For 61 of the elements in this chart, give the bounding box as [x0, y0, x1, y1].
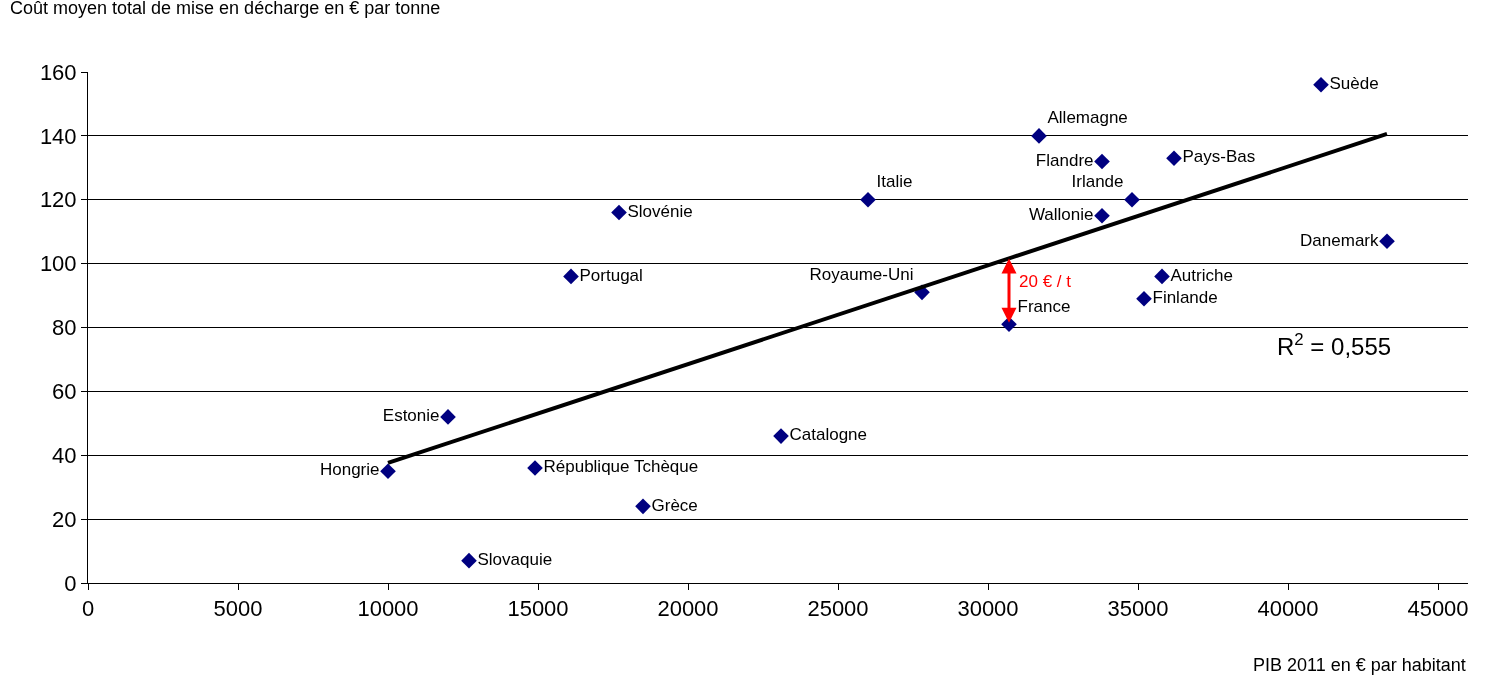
series-label: Hongrie	[319, 460, 380, 480]
x-tick-label: 35000	[1107, 596, 1169, 622]
y-tick-label: 160	[39, 59, 77, 85]
point	[1136, 290, 1152, 307]
series-label: Slovénie	[627, 201, 693, 221]
point	[440, 409, 456, 425]
x-tick-label: 40000	[1257, 596, 1319, 622]
point	[461, 552, 477, 569]
point	[1094, 153, 1110, 170]
series-label: Allemagne	[1047, 108, 1128, 128]
series-label: Wallonie	[1028, 204, 1094, 224]
y-tick-label: 100	[39, 251, 77, 277]
point	[1313, 76, 1329, 93]
y-tick-label: 120	[39, 187, 77, 213]
point	[860, 191, 876, 208]
point	[563, 268, 579, 285]
y-tick-label: 80	[52, 315, 77, 341]
point	[1124, 191, 1140, 208]
annotation: 20 € / t	[1019, 272, 1072, 291]
series-label: Italie	[876, 172, 913, 191]
point	[380, 463, 396, 480]
x-tick-label: 25000	[807, 596, 869, 622]
x-tick-label: 0	[81, 596, 95, 622]
x-axis-title: PIB 2011 en € par habitant	[1253, 655, 1466, 675]
series-label: Irlande	[1071, 172, 1124, 191]
series-label: France	[1017, 296, 1071, 316]
series-label: Catalogne	[789, 425, 868, 445]
series-label: Slovaquie	[477, 549, 553, 569]
point	[1166, 150, 1182, 167]
y-tick-label: 60	[52, 379, 77, 405]
y-tick-label: 140	[39, 123, 77, 149]
point	[635, 498, 651, 515]
series-label: Finlande	[1152, 288, 1218, 308]
series-label: Royaume-Uni	[809, 264, 914, 284]
point	[611, 204, 627, 221]
series-label: République Tchèque	[543, 457, 699, 477]
annotation: R$^{2}$ = 0,555	[1277, 330, 1392, 361]
point	[1379, 233, 1395, 250]
x-tick-label: 45000	[1407, 596, 1469, 622]
x-tick-label: 15000	[507, 596, 569, 622]
x-tick-label: 20000	[657, 596, 719, 622]
series-label: Autriche	[1170, 265, 1233, 285]
series-label: Suède	[1329, 74, 1379, 94]
point	[1094, 207, 1110, 224]
x-tick-label: 5000	[213, 596, 263, 622]
y-tick-label: 0	[64, 570, 77, 596]
y-axis-title: Coût moyen total de mise en décharge en € par tonne	[10, 0, 441, 18]
series-label: Flandre	[1035, 150, 1094, 170]
point	[773, 428, 789, 444]
point	[1031, 128, 1047, 144]
series-label: Danemark	[1300, 230, 1379, 250]
series-label: Grèce	[651, 495, 698, 515]
x-tick-label: 10000	[357, 596, 419, 622]
y-tick-label: 40	[52, 442, 77, 468]
x-tick-label: 30000	[957, 596, 1019, 622]
point	[527, 460, 543, 476]
point	[1154, 268, 1170, 285]
series-label: Estonie	[382, 406, 440, 426]
series-label: Pays-Bas	[1182, 147, 1256, 167]
y-tick-label: 20	[52, 506, 77, 532]
series-label: Portugal	[579, 265, 643, 285]
